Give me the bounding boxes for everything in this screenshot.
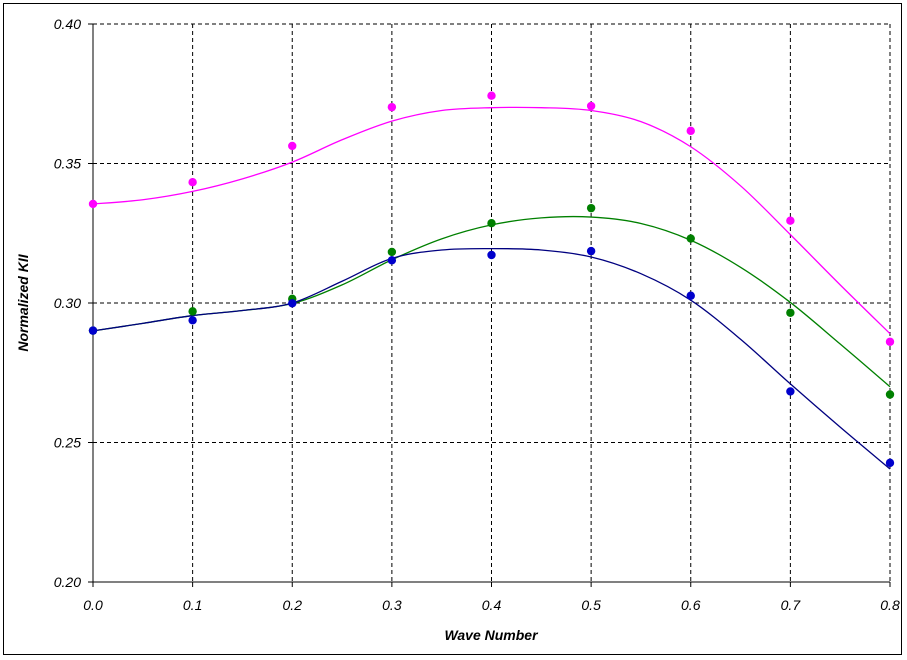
x-tick-label: 0.4 [482,597,502,613]
x-tick-label: 0.8 [880,597,900,613]
series-3-point [188,316,197,325]
series-3-point [288,299,297,308]
x-tick-label: 0.2 [283,597,303,613]
x-tick-label: 0.0 [83,597,103,613]
series-1-point [786,216,795,225]
y-tick-label: 0.35 [54,156,81,172]
series-3-point [88,326,98,335]
series-1-point [88,199,98,209]
fitted-curves [92,106,891,470]
series-3-curve [92,247,891,470]
series-1-point [387,102,397,112]
y-tick-label: 0.40 [54,16,81,32]
series-2-point [387,247,397,257]
series-3-point [686,291,695,300]
y-axis-title: Normalized KII [15,253,31,351]
series-3-point [586,246,596,256]
data-points [88,91,895,468]
series-3-point [487,250,496,260]
grid [88,23,891,587]
series-1-point [686,126,695,136]
series-1-point [885,337,895,346]
y-tick-label: 0.30 [54,295,81,311]
x-tick-label: 0.3 [382,597,402,613]
x-tick-label: 0.7 [781,597,802,613]
series-3-point [387,256,397,265]
series-3-point [885,458,895,468]
series-2-point [786,308,795,317]
chart-frame [3,3,902,655]
series-2-point [885,390,895,399]
series-1-point [188,177,197,187]
x-tick-label: 0.6 [681,597,701,613]
x-axis-title: Wave Number [444,627,539,643]
series-2-point [686,234,695,243]
series-1-point [487,91,496,100]
series-1-point [288,141,297,151]
x-tick-label: 0.5 [581,597,601,613]
series-2-point [487,219,496,228]
x-tick-label: 0.1 [183,597,202,613]
y-tick-label: 0.25 [54,435,81,451]
series-3-point [786,387,795,396]
series-2-point [586,203,596,213]
series-1-point [586,101,596,111]
series-2-point [188,307,197,316]
tick-labels: 0.0 0.1 0.2 0.3 0.4 0.5 0.6 0.7 0.8 0.20 0.25 0.30 0… [54,16,900,613]
y-tick-label: 0.20 [54,574,81,590]
series-1-curve [92,106,891,335]
